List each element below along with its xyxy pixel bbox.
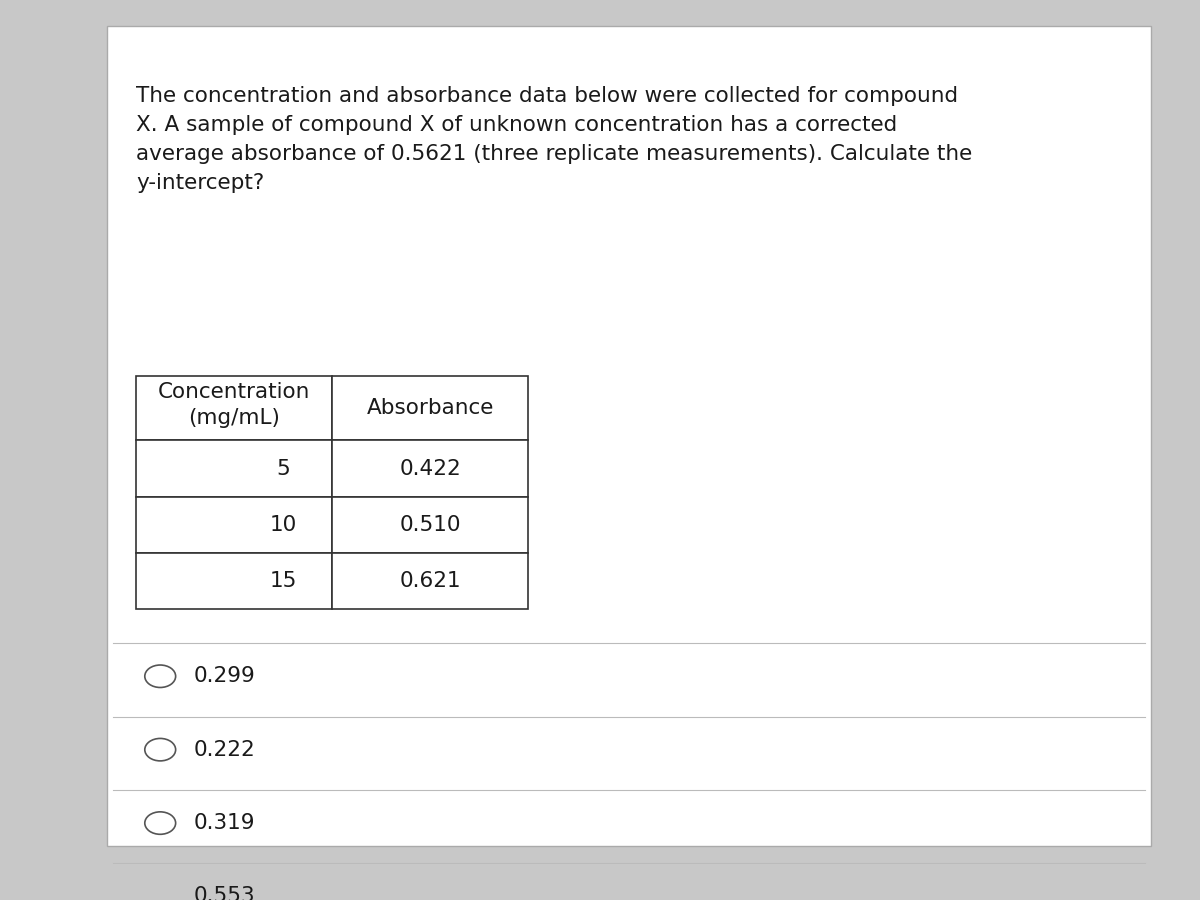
- Text: 10: 10: [270, 515, 296, 535]
- FancyBboxPatch shape: [107, 26, 1151, 846]
- FancyBboxPatch shape: [137, 375, 332, 440]
- Text: Concentration
(mg/mL): Concentration (mg/mL): [158, 382, 311, 428]
- FancyBboxPatch shape: [332, 553, 528, 609]
- Circle shape: [145, 665, 175, 688]
- Text: The concentration and absorbance data below were collected for compound
X. A sam: The concentration and absorbance data be…: [137, 86, 973, 193]
- FancyBboxPatch shape: [137, 440, 332, 497]
- Text: 0.510: 0.510: [400, 515, 461, 535]
- Text: 15: 15: [270, 571, 298, 590]
- Text: 0.621: 0.621: [400, 571, 461, 590]
- Text: 0.299: 0.299: [193, 666, 256, 687]
- FancyBboxPatch shape: [332, 375, 528, 440]
- Text: Absorbance: Absorbance: [366, 398, 494, 418]
- Text: 0.319: 0.319: [193, 813, 254, 833]
- Circle shape: [145, 738, 175, 760]
- FancyBboxPatch shape: [137, 553, 332, 609]
- Text: 0.553: 0.553: [193, 886, 256, 900]
- Text: 0.222: 0.222: [193, 740, 256, 760]
- Circle shape: [145, 812, 175, 834]
- FancyBboxPatch shape: [137, 497, 332, 553]
- FancyBboxPatch shape: [332, 497, 528, 553]
- Text: 5: 5: [276, 458, 290, 479]
- Circle shape: [145, 886, 175, 900]
- FancyBboxPatch shape: [332, 440, 528, 497]
- Text: 0.422: 0.422: [400, 458, 461, 479]
